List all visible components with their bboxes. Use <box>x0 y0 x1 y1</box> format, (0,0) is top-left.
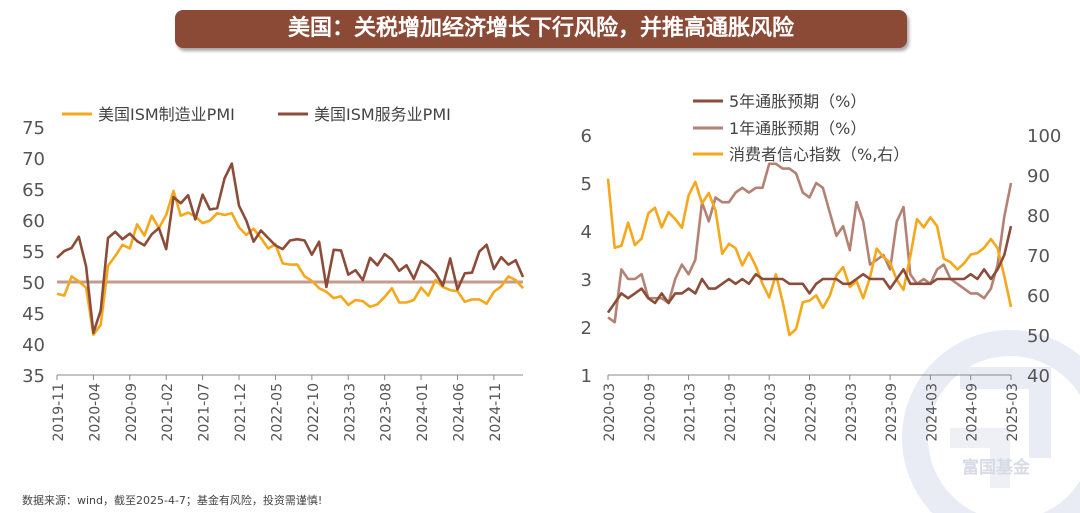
pmi-chart: 35 40 45 50 55 60 65 70 75 2019-11 2020-04 2020-09 2… <box>22 105 525 442</box>
x-tick-label: 2024-09 <box>965 383 981 442</box>
y-tick-label: 70 <box>22 149 45 170</box>
x-tick-label: 2020-04 <box>87 383 103 442</box>
y-right-tick-label: 50 <box>1027 326 1050 347</box>
x-tick-label: 2024-01 <box>415 383 431 442</box>
logo-text: 富国基金 <box>962 458 1030 478</box>
x-tick-label: 2023-08 <box>379 383 395 442</box>
y-right-tick-label: 90 <box>1027 166 1050 187</box>
x-tick-label: 2025-03 <box>1005 383 1021 442</box>
x-tick-label: 2022-10 <box>306 383 322 442</box>
x-tick-label: 2020-09 <box>642 383 658 442</box>
y-left-tick-label: 3 <box>581 270 592 291</box>
legend-label: 5年通胀预期（%） <box>729 92 866 111</box>
series-line-1 <box>56 189 524 337</box>
x-tick-label: 2022-03 <box>763 383 779 442</box>
legend-label: 消费者信心指数（%,右） <box>729 145 909 164</box>
y-tick-label: 75 <box>22 118 45 139</box>
x-tick-label: 2019-11 <box>51 383 67 442</box>
y-left-tick-label: 4 <box>581 222 592 243</box>
x-tick-label: 2021-03 <box>683 383 699 442</box>
legend-label: 美国ISM服务业PMI <box>314 105 451 124</box>
y-tick-label: 55 <box>22 242 45 263</box>
x-tick-label: 2023-09 <box>884 383 900 442</box>
y-left-tick-label: 1 <box>581 366 592 387</box>
x-tick-label: 2024-11 <box>488 383 504 442</box>
brand-watermark-icon <box>902 330 1080 513</box>
y-left-tick-label: 5 <box>581 174 592 195</box>
y-left-tick-label: 6 <box>581 126 592 147</box>
x-tick-label: 2024-03 <box>924 383 940 442</box>
x-tick-label: 2023-03 <box>342 383 358 442</box>
x-tick-label: 2021-12 <box>233 383 249 442</box>
banner-title: 美国：关税增加经济增长下行风险，并推高通胀风险 <box>175 10 907 48</box>
x-tick-label: 2020-09 <box>124 383 140 442</box>
y-tick-label: 50 <box>22 273 45 294</box>
x-tick-label: 2022-05 <box>269 383 285 442</box>
y-right-tick-label: 80 <box>1027 206 1050 227</box>
y-right-tick-label: 60 <box>1027 286 1050 307</box>
x-tick-label: 2021-02 <box>160 383 176 442</box>
y-right-tick-label: 40 <box>1027 366 1050 387</box>
x-tick-label: 2021-09 <box>723 383 739 442</box>
series-line-2 <box>56 162 525 335</box>
y-tick-label: 60 <box>22 211 45 232</box>
x-tick-label: 2023-03 <box>844 383 860 442</box>
x-tick-label: 2022-09 <box>804 383 820 442</box>
y-left-tick-label: 2 <box>581 318 592 339</box>
series-line-3 <box>606 178 1013 337</box>
y-tick-label: 40 <box>22 335 45 356</box>
source-note: 数据来源：wind，截至2025-4-7；基金有风险，投资需谨慎! <box>22 494 323 507</box>
x-tick-label: 2020-03 <box>602 383 618 442</box>
legend-label: 1年通胀预期（%） <box>729 119 866 138</box>
legend-label: 美国ISM制造业PMI <box>98 105 235 124</box>
series-line-1 <box>606 225 1013 314</box>
y-tick-label: 45 <box>22 304 45 325</box>
y-tick-label: 35 <box>22 366 45 387</box>
series-line-2 <box>607 162 1013 324</box>
y-right-tick-label: 70 <box>1027 246 1050 267</box>
x-tick-label: 2021-07 <box>197 383 213 442</box>
y-right-tick-label: 100 <box>1027 126 1061 147</box>
inflation-expectation-chart: 1 2 3 4 5 6 40 50 60 70 80 90 100 2020-03 2020-09 2021-… <box>581 92 1062 442</box>
x-tick-label: 2024-06 <box>451 383 467 442</box>
y-tick-label: 65 <box>22 180 45 201</box>
